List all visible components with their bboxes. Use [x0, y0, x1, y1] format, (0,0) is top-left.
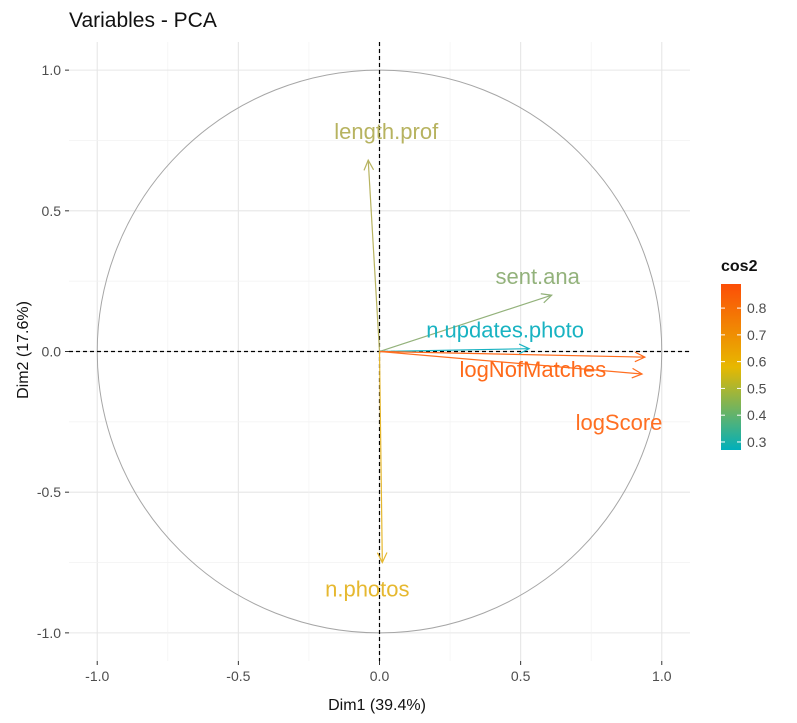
x-tick-label: -0.5: [226, 668, 250, 684]
variable-arrows: [363, 158, 647, 564]
variable-arrow: [379, 350, 645, 358]
x-tick-label: -1.0: [85, 668, 109, 684]
y-tick-label: -1.0: [37, 625, 61, 641]
variable-label: length.prof: [334, 119, 439, 144]
variable-arrow: [379, 294, 552, 353]
y-tick-label: -0.5: [37, 484, 61, 500]
variable-arrowhead: [363, 158, 375, 171]
legend-gradient-bar: [721, 284, 741, 450]
legend-title: cos2: [721, 258, 758, 275]
variable-label: logNofMatches: [459, 357, 606, 382]
variable-label: n.photos: [325, 577, 409, 602]
variable-arrowhead: [540, 293, 553, 304]
variable-arrow: [379, 350, 643, 375]
variable-arrow: [378, 351, 383, 563]
variable-arrowhead: [634, 351, 647, 363]
variable-labels: length.prof sent.ana n.updates.photo logNof…: [325, 119, 662, 601]
variable-label: n.updates.photo: [426, 318, 584, 343]
x-tick-label: 0.5: [511, 668, 531, 684]
variable-arrowhead: [631, 367, 644, 379]
x-tick-label: 0.0: [370, 668, 390, 684]
variable-arrowhead: [376, 552, 388, 564]
variable-label: logScore: [576, 410, 663, 435]
axes: -1.0 -0.5 0.0 0.5 1.0 -1.0 -0.5 0.0 0.5 1.0: [37, 62, 672, 684]
x-axis-title: Dim1 (39.4%): [328, 697, 426, 714]
legend-tick-label: 0.6: [747, 354, 767, 370]
variable-arrow: [379, 348, 530, 353]
legend-tick-label: 0.4: [747, 407, 767, 423]
y-tick-label: 0.5: [42, 203, 62, 219]
variable-label: sent.ana: [495, 264, 580, 289]
y-tick-label: 0.0: [42, 344, 62, 360]
legend-tick-label: 0.8: [747, 300, 767, 316]
legend-tick-label: 0.7: [747, 327, 767, 343]
variable-arrowhead: [518, 343, 531, 355]
legend-tick-label: 0.5: [747, 380, 767, 396]
cos2-legend: cos2 0.3 0.4 0.5 0.6 0.7 0.8: [721, 258, 767, 450]
variable-arrow: [367, 160, 381, 352]
y-axis-title: Dim2 (17.6%): [15, 301, 32, 399]
x-tick-label: 1.0: [652, 668, 672, 684]
chart-title: Variables - PCA: [69, 9, 217, 32]
legend-tick-label: 0.3: [747, 434, 767, 450]
y-tick-label: 1.0: [42, 62, 62, 78]
